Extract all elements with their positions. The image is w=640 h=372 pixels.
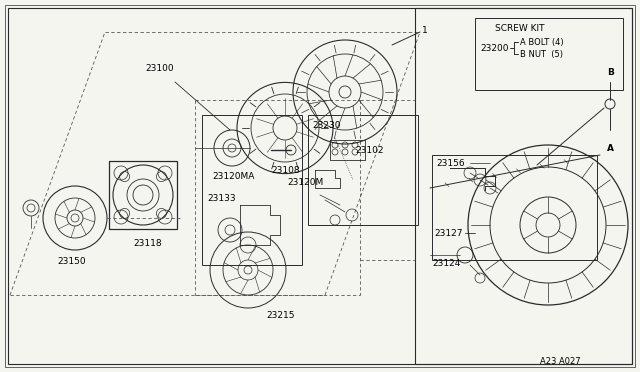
Text: 23124: 23124 <box>432 259 460 267</box>
Text: 23118: 23118 <box>133 238 162 247</box>
Bar <box>415 8 632 364</box>
Text: 23200: 23200 <box>480 44 509 52</box>
Text: 23156: 23156 <box>436 158 465 167</box>
Text: 23127: 23127 <box>434 228 463 237</box>
Text: A BOLT (4): A BOLT (4) <box>520 38 564 46</box>
Text: 23100: 23100 <box>145 64 173 73</box>
Text: 23108: 23108 <box>271 166 300 174</box>
Bar <box>475 18 623 90</box>
Text: 23230: 23230 <box>312 121 340 129</box>
Text: A: A <box>607 144 614 153</box>
Text: SCREW KIT: SCREW KIT <box>495 23 545 32</box>
Bar <box>202 115 302 265</box>
Text: B: B <box>607 67 614 77</box>
Bar <box>432 155 597 260</box>
Text: 1: 1 <box>422 26 428 35</box>
Text: 23215: 23215 <box>266 311 294 321</box>
Bar <box>308 115 418 225</box>
Text: B NUT  (5): B NUT (5) <box>520 49 563 58</box>
Text: 23102: 23102 <box>355 145 383 154</box>
Text: A23 A027: A23 A027 <box>540 357 580 366</box>
Text: 23133: 23133 <box>207 193 236 202</box>
Bar <box>109 161 177 229</box>
Text: 23120MA: 23120MA <box>212 171 254 180</box>
Text: 23150: 23150 <box>57 257 86 266</box>
Text: 23120M: 23120M <box>287 177 323 186</box>
